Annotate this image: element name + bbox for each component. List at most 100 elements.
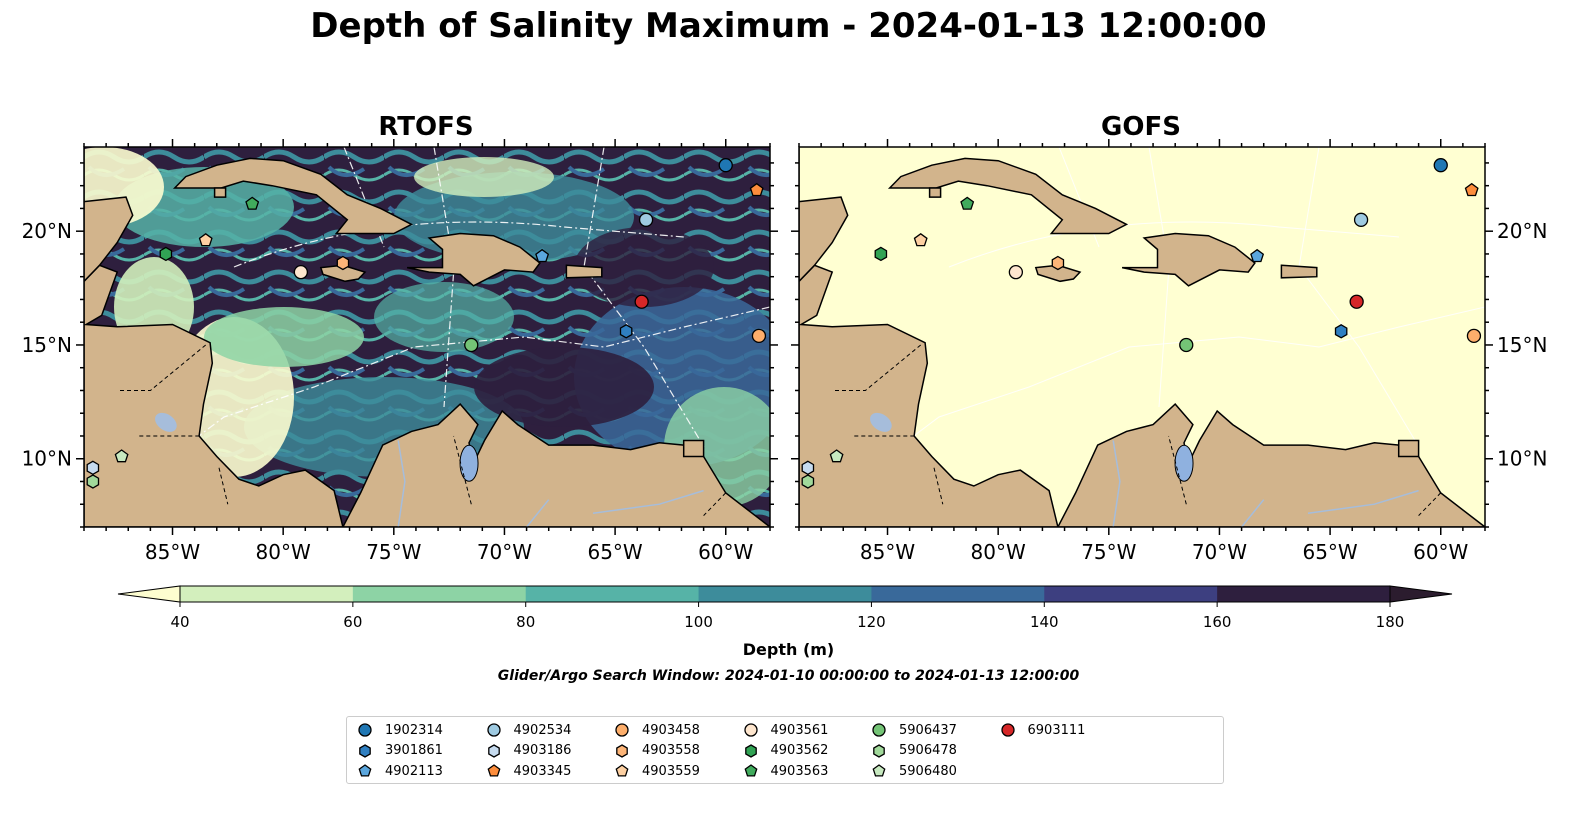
land-masses [799,147,1485,527]
circle-marker-icon [743,723,758,737]
rtofs-map: 85°W 80°W 75°W 70°W 65°W 60°W 20°N 15°N 10°N [22,139,778,564]
colorbar-over-extend [1389,585,1453,603]
colorbar-segment [698,586,872,602]
legend-label: 5906480 [899,763,957,779]
legend-label: 4903458 [642,722,700,738]
legend-item: 4902534 [486,720,572,740]
legend-item: 4903559 [614,761,700,781]
country-borders [117,344,727,516]
hexagon-marker-icon [744,743,757,758]
legend-item: 4903345 [486,761,571,781]
float-marker-5906478[interactable] [86,474,100,489]
legend-label: 4903561 [770,722,829,738]
land-polygon [1121,232,1256,287]
legend-item: 4903458 [614,720,700,740]
legend-label: 4903563 [770,763,829,779]
hexagon-marker-icon [616,743,628,758]
lat-tick-label: 10°N [1497,447,1547,471]
float-marker-4903186[interactable] [801,460,815,476]
colorbar-tick-label: 120 [857,613,886,631]
colorbar-tick-label: 80 [516,613,535,631]
map-frame [83,146,771,528]
pentagon-marker-icon [615,764,629,777]
legend-item: 1902314 [357,720,443,740]
float-marker-4903559[interactable] [198,232,213,247]
float-marker-5906437[interactable] [464,337,479,353]
legend-item: 4902113 [357,761,443,781]
colorbar-segment [525,586,700,602]
lon-tick-label: 60°W [698,540,753,564]
float-marker-4903563[interactable] [245,196,260,210]
float-marker-4903563[interactable] [960,196,975,210]
lon-tick-label: 75°W [366,540,421,564]
float-marker-4903561[interactable] [1008,264,1024,280]
float-marker-4903561[interactable] [293,264,309,280]
circle-marker-icon [872,723,886,737]
land-masses [84,147,770,527]
land-polygon [565,264,603,279]
lon-tick-label: 65°W [587,540,642,564]
colorbar-tick-label: 40 [170,613,189,631]
lake-nicaragua [870,412,892,432]
pentagon-marker-icon [872,764,886,777]
legend-label: 4903559 [642,763,700,779]
land-polygon [799,147,849,283]
legend-item: 4903561 [743,720,829,740]
float-marker-1902314[interactable] [718,158,733,173]
rivers [397,440,704,527]
float-markers [86,158,767,489]
float-marker-4903458[interactable] [751,328,767,344]
float-marker-6903111[interactable] [1349,294,1364,309]
float-marker-4903558[interactable] [1051,255,1065,271]
country-borders [832,344,1442,516]
land-polygon [682,439,705,458]
colorbar-under-extend [117,585,181,603]
legend-item: 5906478 [871,741,957,761]
hexagon-marker-icon [487,743,500,758]
pentagon-marker-icon [358,764,372,777]
float-marker-4903562[interactable] [159,246,173,262]
float-legend: 1902314 3901861 4902113 4902534 4903186 49033… [346,716,1224,784]
float-marker-6903111[interactable] [634,294,649,309]
float-marker-4902534[interactable] [638,212,654,227]
float-marker-3901861[interactable] [619,324,633,339]
colorbar-segment [352,586,527,602]
lon-tick-label: 85°W [860,540,915,564]
lat-tick-label: 10°N [22,447,72,471]
float-marker-5906478[interactable] [801,474,815,489]
float-marker-4903345[interactable] [749,182,764,197]
float-marker-4902534[interactable] [1353,212,1369,227]
legend-item: 5906437 [871,720,957,740]
float-marker-5906480[interactable] [114,449,129,463]
legend-label: 5906437 [899,722,957,738]
figure-title: Depth of Salinity Maximum - 2024-01-13 1… [310,6,1267,46]
float-marker-5906437[interactable] [1179,337,1194,353]
lon-tick-label: 70°W [1192,540,1247,564]
float-marker-5906480[interactable] [829,449,844,463]
map-frame [798,146,1486,528]
float-marker-4903186[interactable] [86,460,100,476]
gofs-map: 85°W 80°W 75°W 70°W 65°W 60°W 20°N 15°N 10°N [791,139,1547,564]
colorbar-tick-label: 160 [1203,613,1232,631]
legend-label: 4902534 [513,722,572,738]
float-marker-4903345[interactable] [1464,182,1479,197]
float-marker-4903558[interactable] [336,255,350,271]
circle-marker-icon [486,723,501,737]
float-marker-4903458[interactable] [1466,328,1482,344]
colorbar-tick-label: 180 [1376,613,1405,631]
lon-tick-label: 70°W [477,540,532,564]
lake-maracaibo [1174,444,1194,482]
float-marker-1902314[interactable] [1433,158,1448,173]
pentagon-marker-icon [744,764,757,777]
float-marker-4903559[interactable] [913,232,928,247]
float-marker-3901861[interactable] [1334,324,1348,339]
circle-marker-icon [1000,723,1015,737]
search-window-text: Glider/Argo Search Window: 2024-01-10 00… [497,668,1080,684]
float-marker-4903562[interactable] [874,246,888,262]
float-marker-4902113[interactable] [1250,248,1265,263]
colorbar-label: Depth (m) [742,640,835,659]
float-markers [801,158,1482,489]
lon-tick-label: 80°W [971,540,1026,564]
legend-item: 4903186 [486,741,571,761]
float-marker-4902113[interactable] [535,248,550,263]
